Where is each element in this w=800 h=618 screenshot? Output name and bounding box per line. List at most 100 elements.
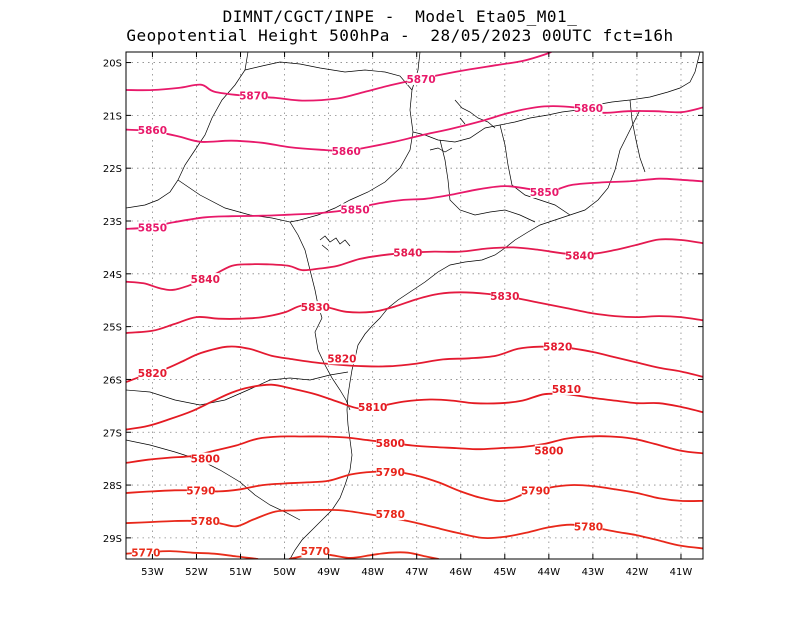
- contour-label: 5800: [376, 438, 405, 450]
- contour-label: 5800: [191, 454, 220, 466]
- contour-5790: [126, 470, 703, 503]
- lon-tick-label: 52W: [185, 567, 208, 578]
- state-border: [499, 124, 571, 216]
- contour-label: 5860: [138, 125, 167, 137]
- contour-5850: [126, 177, 703, 230]
- contour-label: 5780: [376, 509, 405, 521]
- contour-label: 5870: [406, 74, 435, 86]
- state-border: [439, 139, 536, 223]
- contour-label-bg: [521, 484, 550, 497]
- lon-tick-label: 43W: [582, 567, 605, 578]
- lat-tick-label: 21S: [103, 111, 122, 122]
- lat-tick-label: 27S: [103, 428, 122, 439]
- contour-label-bg: [341, 203, 370, 216]
- contour-label-bg: [376, 508, 405, 521]
- contour-5830: [126, 291, 703, 334]
- contour-label-bg: [552, 382, 581, 395]
- lon-tick-label: 45W: [493, 567, 516, 578]
- state-border: [177, 179, 323, 319]
- contour-5870: [126, 52, 554, 102]
- contour-label-bg: [574, 101, 603, 114]
- contour-label: 5780: [191, 516, 220, 528]
- height-contours: 5870 5870 5860 5860 5860 5850 5850 5850 5840 5840…: [126, 52, 703, 560]
- contour-label-bg: [407, 72, 436, 85]
- contour-label: 5800: [534, 446, 563, 458]
- lon-tick-label: 48W: [361, 567, 384, 578]
- contour-label: 5820: [138, 368, 167, 380]
- contour-label-bg: [358, 400, 387, 413]
- contour-label-bg: [530, 185, 559, 198]
- lat-tick-label: 22S: [103, 164, 122, 175]
- chart-title-line-2: Geopotential Height 500hPa - 28/05/2023 …: [126, 26, 674, 45]
- contour-label: 5830: [490, 291, 519, 303]
- contour-5780: [126, 508, 703, 550]
- contour-label: 5850: [138, 222, 167, 234]
- contour-label-bg: [490, 289, 519, 302]
- contour-5810: [126, 383, 703, 431]
- contour-5800: [126, 435, 703, 464]
- state-border: [126, 371, 349, 406]
- contour-label: 5780: [574, 521, 603, 533]
- state-border: [126, 439, 301, 521]
- contour-label: 5860: [574, 103, 603, 115]
- contour-label-bg: [191, 514, 220, 527]
- lon-tick-label: 50W: [273, 567, 296, 578]
- chart-title-line-1: DIMNT/CGCT/INPE - Model Eta05_M01_: [222, 7, 578, 26]
- contour-label-bg: [543, 340, 572, 353]
- contour-label: 5840: [565, 250, 594, 262]
- contour-label: 5790: [186, 485, 215, 497]
- contour-label: 5850: [340, 204, 369, 216]
- lon-tick-label: 41W: [670, 567, 693, 578]
- lon-tick-label: 51W: [229, 567, 252, 578]
- state-border: [314, 317, 351, 411]
- state-border: [244, 61, 413, 91]
- coastline-and-borders: [126, 52, 703, 559]
- lat-tick-label: 25S: [103, 323, 122, 334]
- reservoir: [429, 147, 453, 153]
- contour-label: 5870: [239, 90, 268, 102]
- contour-label-bg: [138, 124, 167, 137]
- lat-lon-grid: [126, 52, 703, 559]
- lat-tick-label: 23S: [103, 217, 122, 228]
- contour-label: 5820: [327, 353, 356, 365]
- contour-label: 5790: [376, 467, 405, 479]
- lon-tick-label: 46W: [449, 567, 472, 578]
- contour-label: 5810: [358, 402, 387, 414]
- lat-tick-label: 24S: [103, 270, 122, 281]
- contour-label: 5770: [301, 546, 330, 558]
- lon-tick-label: 44W: [538, 567, 561, 578]
- contour-label-bg: [327, 352, 356, 365]
- reservoir: [319, 235, 351, 251]
- contour-label: 5790: [521, 485, 550, 497]
- lat-tick-label: 20S: [103, 59, 122, 70]
- contour-label-bg: [332, 144, 361, 157]
- contour-label-bg: [376, 436, 405, 449]
- contour-label-bg: [565, 249, 594, 262]
- map-frame: [125, 51, 704, 560]
- contour-5820: [126, 345, 703, 383]
- contour-label: 5860: [332, 146, 361, 158]
- contour-label-bg: [574, 520, 603, 533]
- contour-label-bg: [138, 367, 167, 380]
- contour-label-bg: [301, 301, 330, 314]
- lon-tick-label: 49W: [317, 567, 340, 578]
- contour-label-bg: [191, 273, 220, 286]
- lon-tick-label: 53W: [141, 567, 164, 578]
- state-border: [289, 131, 414, 223]
- contour-label: 5840: [191, 274, 220, 286]
- reservoir: [454, 99, 496, 129]
- contour-label: 5770: [131, 548, 160, 560]
- contour-label: 5840: [393, 248, 422, 260]
- lat-tick-label: 28S: [103, 481, 122, 492]
- contour-label-bg: [534, 444, 563, 457]
- lon-tick-label: 42W: [626, 567, 649, 578]
- contour-label-bg: [138, 221, 167, 234]
- lat-tick-label: 26S: [103, 375, 122, 386]
- contour-label-bg: [376, 465, 405, 478]
- coastline: [289, 109, 641, 559]
- lat-tick-label: 29S: [103, 534, 122, 545]
- lon-tick-label: 47W: [405, 567, 428, 578]
- contour-label-bg: [186, 484, 215, 497]
- contour-label-bg: [301, 545, 330, 558]
